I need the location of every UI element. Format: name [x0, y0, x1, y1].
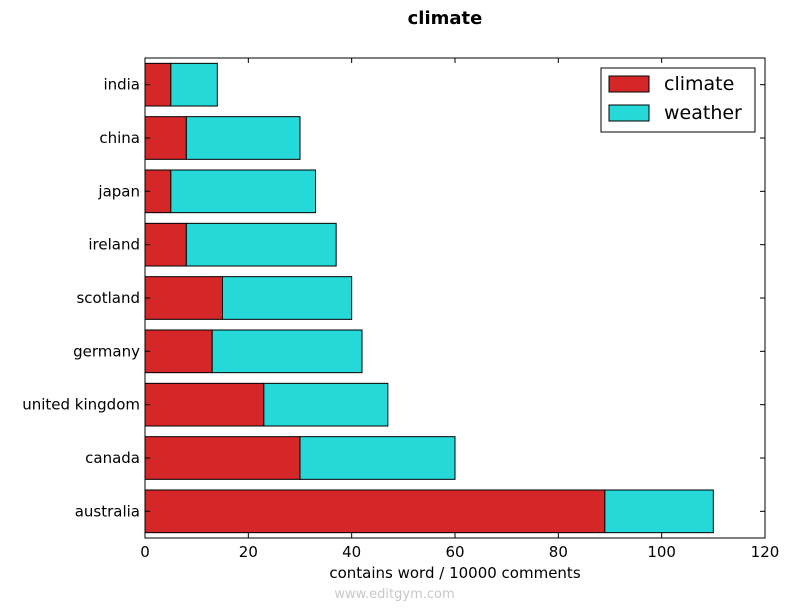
- x-tick-label: 0: [140, 543, 150, 561]
- bars-group: [144, 62, 714, 534]
- y-tick-label: australia: [75, 502, 140, 520]
- x-tick-label: 100: [647, 543, 676, 561]
- y-tick-label: ireland: [88, 236, 140, 254]
- bar-weather-scotland: [222, 276, 353, 320]
- x-tick-label: 60: [445, 543, 464, 561]
- y-tick-label: germany: [73, 342, 140, 360]
- bar-weather-japan: [170, 169, 316, 214]
- legend-swatch-weather: [608, 104, 650, 122]
- chart-title: climate: [408, 8, 483, 29]
- watermark: www.editgym.com: [334, 587, 455, 602]
- x-tick-label: 80: [549, 543, 568, 561]
- x-tick-label: 40: [342, 543, 361, 561]
- bar-weather-germany: [211, 329, 363, 374]
- x-tick-label: 120: [751, 543, 780, 561]
- y-tick-label: china: [99, 129, 140, 147]
- bar-climate-scotland: [144, 276, 223, 320]
- y-tick-label: japan: [97, 182, 140, 200]
- bar-weather-ireland: [185, 222, 337, 267]
- y-tick-label: scotland: [76, 289, 140, 307]
- bar-weather-china: [185, 116, 301, 160]
- bar-climate-ireland: [144, 222, 187, 267]
- x-tick-label: 20: [239, 543, 258, 561]
- bar-climate-canada: [144, 436, 301, 480]
- x-axis-label: contains word / 10000 comments: [329, 564, 580, 582]
- plot-frame: [144, 57, 766, 539]
- bar-climate-germany: [144, 329, 213, 374]
- y-tick-label: india: [103, 76, 140, 94]
- bar-climate-china: [144, 116, 187, 160]
- y-tick-label: canada: [85, 449, 140, 467]
- bar-weather-australia: [604, 489, 714, 534]
- legend-label-climate: climate: [664, 73, 734, 95]
- bar-climate-united-kingdom: [144, 382, 265, 427]
- legend: climate weather: [600, 67, 756, 133]
- y-axis-ticks: india china japan ireland scotland germany uni…: [22, 76, 765, 520]
- legend-swatch-climate: [608, 75, 650, 93]
- legend-label-weather: weather: [664, 102, 742, 124]
- bar-climate-australia: [144, 489, 606, 534]
- y-tick-label: united kingdom: [22, 396, 140, 414]
- bar-weather-india: [170, 62, 218, 107]
- x-axis-ticks: 0 20 40 60 80 100 120: [140, 58, 779, 561]
- bar-weather-united-kingdom: [263, 382, 389, 427]
- bar-weather-canada: [299, 436, 456, 480]
